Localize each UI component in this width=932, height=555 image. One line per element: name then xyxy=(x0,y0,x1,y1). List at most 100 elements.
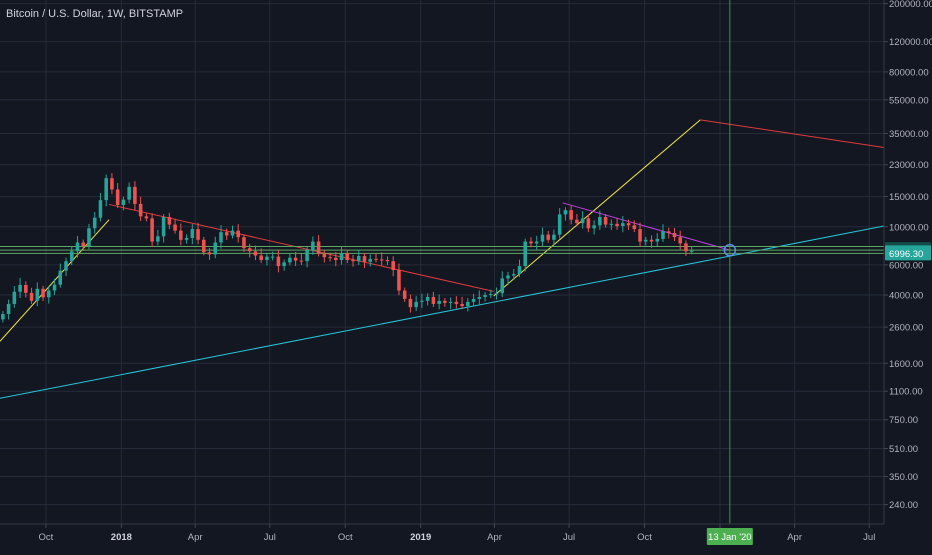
candle-body xyxy=(615,223,619,227)
candle-body xyxy=(276,256,281,267)
candle-body xyxy=(282,262,286,267)
candle-body xyxy=(69,251,74,262)
price-tick-label: 23000.00 xyxy=(889,160,929,171)
candle-body xyxy=(345,253,350,261)
price-tick-label: 750.00 xyxy=(889,415,918,426)
candle-body xyxy=(311,241,315,251)
time-tick-label: Jul xyxy=(264,532,276,543)
time-axis xyxy=(0,524,932,550)
candle-body xyxy=(156,236,160,242)
candle-body xyxy=(247,248,252,252)
candle-body xyxy=(385,260,390,262)
candle-body xyxy=(334,257,338,261)
candle-body xyxy=(115,189,120,205)
price-tick-label: 6000.00 xyxy=(889,260,923,271)
candle-body xyxy=(47,290,51,298)
candle-body xyxy=(179,230,183,240)
candle-body xyxy=(471,298,476,302)
candle-body xyxy=(253,251,258,256)
candle-body xyxy=(374,258,378,260)
candle-body xyxy=(414,301,418,308)
candle-body xyxy=(230,230,235,236)
candle-body xyxy=(448,301,453,303)
time-tick-label: Oct xyxy=(338,532,353,543)
price-tick-label: 1600.00 xyxy=(889,359,923,370)
candle-body xyxy=(24,284,28,293)
candle-body xyxy=(110,178,114,190)
candle-body xyxy=(437,300,441,304)
candle-body xyxy=(236,230,241,238)
time-tick-label: Oct xyxy=(39,532,54,543)
candle-body xyxy=(557,214,562,235)
candle-body xyxy=(242,237,246,249)
candle-body xyxy=(632,225,637,230)
candle-body xyxy=(351,260,355,262)
candle-body xyxy=(12,291,17,304)
red-trend-2 xyxy=(700,119,885,148)
candle-body xyxy=(305,250,309,262)
marker-circle xyxy=(723,243,737,257)
price-tick-label: 10000.00 xyxy=(889,222,929,233)
candle-body xyxy=(443,300,447,303)
candle-body xyxy=(523,241,528,267)
candle-body xyxy=(316,241,321,254)
candle-body xyxy=(259,255,263,261)
candle-body xyxy=(52,284,57,291)
candle-body xyxy=(598,217,602,226)
marker-date-text: 13 Jan '20 xyxy=(708,532,752,543)
candle-body xyxy=(18,284,22,292)
candle-body xyxy=(684,243,688,252)
candle-body xyxy=(609,223,614,225)
candle-body xyxy=(35,288,40,301)
candle-body xyxy=(167,217,172,225)
candle-body xyxy=(322,253,327,258)
price-label-text: 6996.30 xyxy=(889,249,923,260)
candle-body xyxy=(586,218,591,229)
candle-body xyxy=(649,239,654,242)
candle-body xyxy=(362,256,367,262)
candle-body xyxy=(592,225,596,229)
candle-body xyxy=(184,238,189,240)
candle-body xyxy=(299,260,304,262)
candle-body xyxy=(339,253,344,261)
candle-body xyxy=(689,250,694,252)
time-tick-label: Jul xyxy=(563,532,575,543)
price-tick-label: 120000.00 xyxy=(889,37,932,48)
candle-body xyxy=(201,239,206,253)
candle-body xyxy=(127,186,131,200)
candle-body xyxy=(643,239,648,242)
candle-body xyxy=(397,269,401,291)
candle-body xyxy=(265,256,269,261)
candle-body xyxy=(81,242,86,247)
candle-body xyxy=(288,257,292,263)
candle-body xyxy=(270,256,275,258)
candle-body xyxy=(580,218,585,224)
candle-body xyxy=(454,301,459,304)
price-tick-label: 55000.00 xyxy=(889,95,929,106)
candle-body xyxy=(546,234,550,240)
candle-body xyxy=(138,203,143,217)
candle-body xyxy=(460,303,464,307)
candle-body xyxy=(1,314,5,320)
candle-body xyxy=(402,290,407,299)
candle-body xyxy=(552,234,556,240)
candle-body xyxy=(144,216,149,219)
candle-body xyxy=(638,229,642,242)
time-tick-label: 2019 xyxy=(410,532,431,543)
candle-body xyxy=(603,217,608,225)
candle-body xyxy=(328,257,332,259)
candle-body xyxy=(425,296,430,301)
yellow-trend-2 xyxy=(493,119,701,297)
marker-date-box xyxy=(706,528,753,545)
candle-body xyxy=(477,296,482,299)
candle-body xyxy=(540,234,545,242)
candle-body xyxy=(368,258,373,262)
price-tick-label: 240.00 xyxy=(889,500,918,511)
candle-body xyxy=(356,256,361,262)
candle-body xyxy=(224,232,229,236)
price-tick-label: 350.00 xyxy=(889,472,918,483)
candle-body xyxy=(661,231,665,239)
price-tick-label: 2600.00 xyxy=(889,323,923,334)
